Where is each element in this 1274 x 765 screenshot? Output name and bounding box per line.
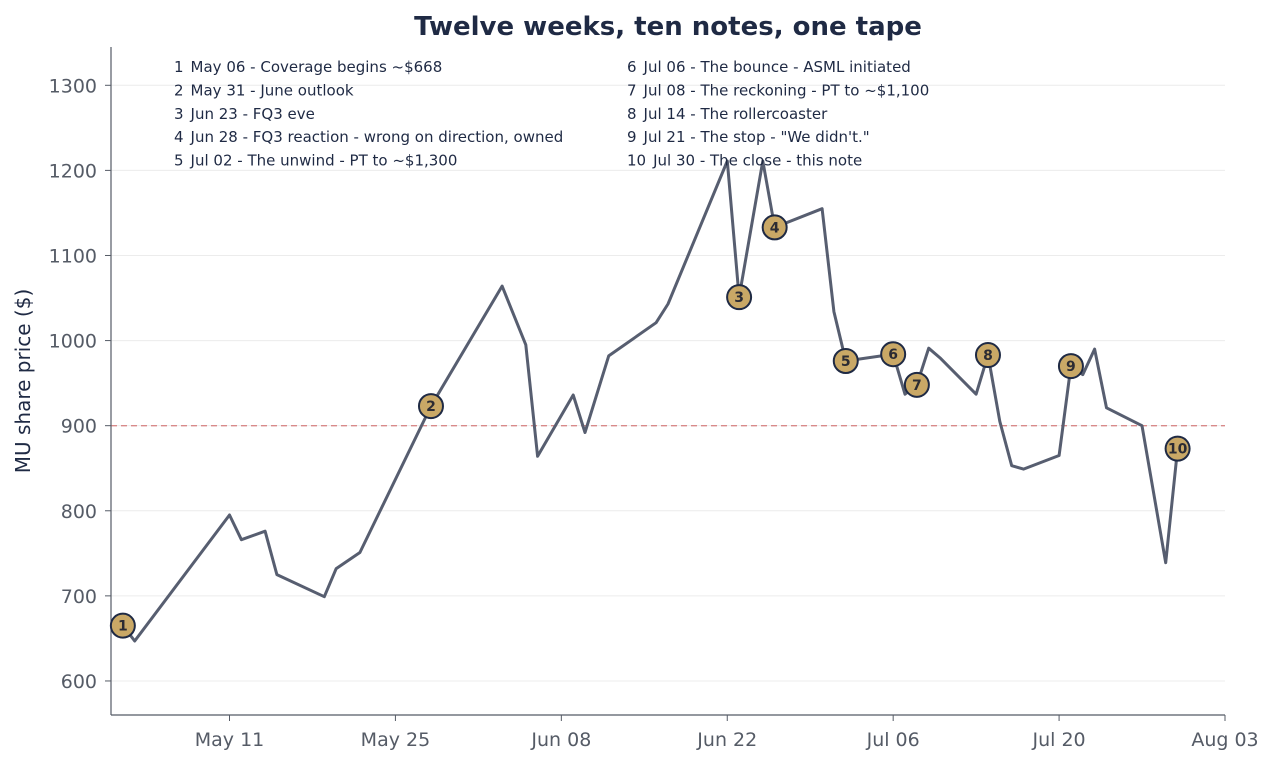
legend-entry-number: 7	[627, 81, 637, 99]
legend-entry-text: Jul 06 - The bounce - ASML initiated	[643, 58, 911, 76]
note-marker-label: 3	[734, 290, 744, 306]
legend-entry-text: May 06 - Coverage begins ~$668	[191, 58, 443, 76]
x-tick-label: May 25	[361, 729, 431, 751]
x-tick-label: May 11	[195, 729, 265, 751]
x-tick-label: Jun 22	[696, 729, 757, 751]
note-marker-label: 9	[1066, 359, 1076, 375]
legend-entry-text: Jul 14 - The rollercoaster	[643, 105, 829, 123]
note-marker-label: 6	[888, 347, 898, 363]
legend-entry: 2 May 31 - June outlook	[174, 81, 354, 99]
note-marker-label: 7	[912, 378, 922, 394]
y-tick-label: 900	[61, 416, 97, 438]
gridlines	[111, 84, 1225, 682]
legend-entry-number: 1	[174, 58, 184, 76]
y-tick-label: 800	[61, 501, 97, 523]
note-marker-label: 10	[1168, 442, 1188, 458]
x-tick-label: Aug 03	[1191, 729, 1258, 751]
note-marker-4	[761, 214, 788, 241]
y-tick-label: 1100	[49, 245, 97, 267]
x-tick-label: Jul 20	[1032, 729, 1086, 751]
legend-entry: 3 Jun 23 - FQ3 eve	[174, 105, 315, 123]
legend-entry-text: Jul 02 - The unwind - PT to ~$1,300	[190, 152, 458, 170]
y-tick-label: 600	[61, 671, 97, 693]
y-axis-label: MU share price ($)	[11, 289, 35, 474]
legend-entry-text: Jul 21 - The stop - "We didn't."	[643, 128, 870, 146]
y-tick-label: 1300	[49, 75, 97, 97]
price-series	[121, 159, 1180, 643]
note-marker-6	[880, 341, 907, 368]
legend-entry-text: Jun 28 - FQ3 reaction - wrong on directi…	[190, 128, 564, 146]
axes: 600 700 800 900 1000 1100 1200 1300 May 11 May 25…	[49, 47, 1259, 751]
legend-entry-number: 5	[174, 152, 184, 170]
legend-entry-number: 8	[627, 105, 637, 123]
legend-entry-text: Jul 30 - The close - this note	[652, 152, 862, 170]
legend-entry-number: 6	[627, 58, 637, 76]
y-tick-label: 1000	[49, 331, 97, 353]
legend-entry: 4 Jun 28 - FQ3 reaction - wrong on direct…	[174, 128, 563, 146]
note-marker-1	[109, 612, 136, 639]
legend-entry: 7 Jul 08 - The reckoning - PT to ~$1,100	[627, 81, 929, 99]
note-marker-label: 1	[118, 619, 128, 635]
legend-entry-number: 10	[627, 152, 646, 170]
legend-entry-text: Jun 23 - FQ3 eve	[190, 105, 315, 123]
legend-entry-text: May 31 - June outlook	[191, 81, 354, 99]
legend-entry: 6 Jul 06 - The bounce - ASML initiated	[627, 58, 911, 76]
annotation-legend: 1 May 06 - Coverage begins ~$668 2 May 31 -…	[174, 58, 929, 170]
note-marker-8	[974, 342, 1001, 369]
note-marker-label: 4	[770, 220, 780, 236]
note-marker-label: 2	[426, 399, 436, 415]
legend-entry-number: 4	[174, 128, 184, 146]
note-marker-3	[726, 284, 753, 311]
legend-entry: 1 May 06 - Coverage begins ~$668	[174, 58, 442, 76]
note-marker-label: 8	[983, 348, 993, 364]
note-marker-2	[417, 393, 444, 420]
note-marker-10	[1164, 435, 1191, 462]
legend-entry-number: 2	[174, 81, 184, 99]
y-tick-label: 700	[61, 586, 97, 608]
legend-entry-number: 9	[627, 128, 637, 146]
legend-entry-number: 3	[174, 105, 184, 123]
note-marker-7	[903, 371, 930, 398]
legend-entry: 8 Jul 14 - The rollercoaster	[627, 105, 828, 123]
note-marker-label: 5	[841, 354, 851, 370]
note-marker-5	[832, 348, 859, 375]
legend-entry: 5 Jul 02 - The unwind - PT to ~$1,300	[174, 152, 457, 170]
price-line	[121, 159, 1180, 643]
note-markers: 1 2 3 4 5 67 8 9 10	[109, 214, 1191, 639]
chart-title: Twelve weeks, ten notes, one tape	[414, 12, 922, 42]
note-marker-9	[1057, 353, 1084, 380]
x-tick-label: Jul 06	[866, 729, 920, 751]
legend-entry: 9 Jul 21 - The stop - "We didn't."	[627, 128, 870, 146]
legend-entry: 10 Jul 30 - The close - this note	[627, 152, 862, 170]
y-tick-label: 1200	[49, 160, 97, 182]
x-tick-label: Jun 08	[530, 729, 591, 751]
legend-entry-text: Jul 08 - The reckoning - PT to ~$1,100	[643, 81, 930, 99]
